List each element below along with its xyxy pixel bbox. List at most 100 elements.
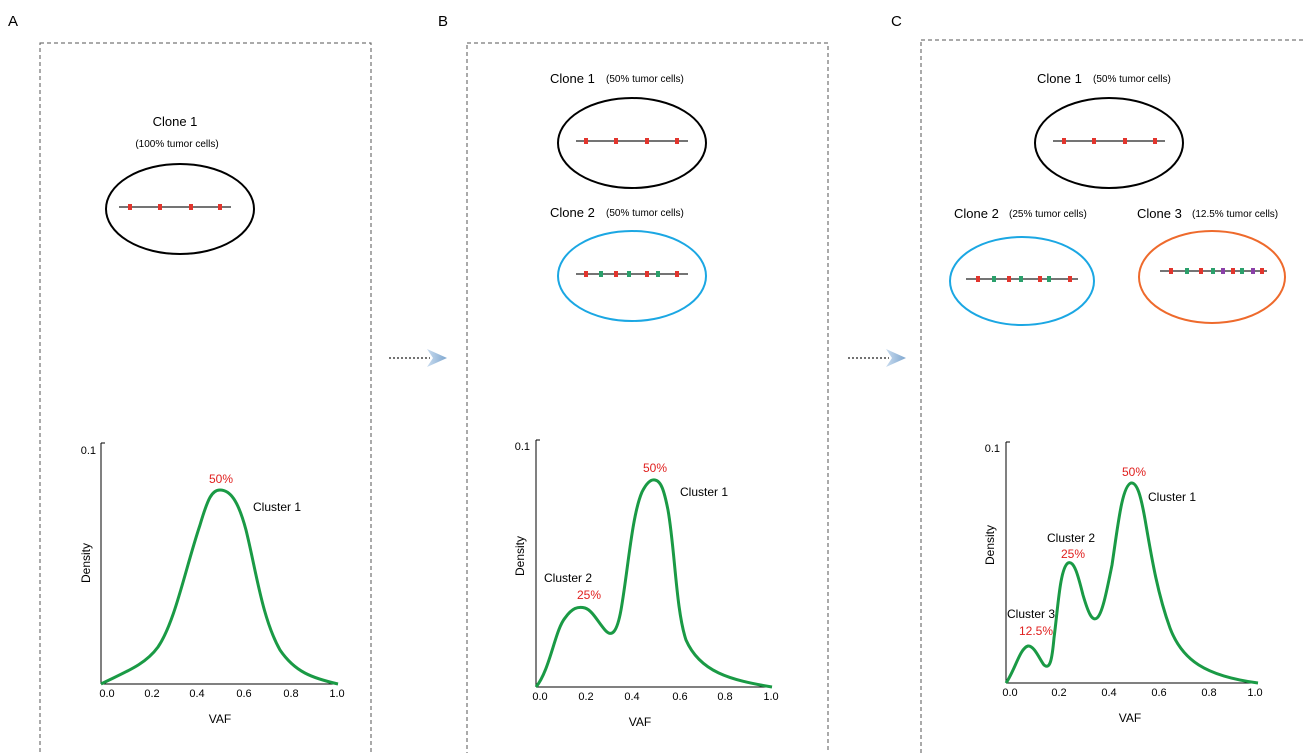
x-axis-title: VAF [209, 712, 231, 726]
mutation-mark [1240, 268, 1244, 274]
cluster-2-label: Cluster 2 [544, 571, 592, 585]
mutation-mark [1038, 276, 1042, 282]
mutation-mark [1068, 276, 1072, 282]
x-axis-title: VAF [1119, 711, 1141, 725]
clone-1-cell [557, 97, 707, 189]
cluster-2-label: Cluster 2 [1047, 531, 1095, 545]
mutation-mark [976, 276, 980, 282]
x-tick: 0.8 [283, 688, 298, 700]
x-tick: 0.4 [624, 691, 639, 703]
x-tick: 0.4 [189, 688, 204, 700]
mutation-mark [1153, 138, 1157, 144]
progression-arrow-2 [848, 349, 906, 367]
clone-3-cells: (12.5% tumor cells) [1192, 209, 1278, 220]
cluster-3-label: Cluster 3 [1007, 607, 1055, 621]
clone-1-name: Clone 1 [153, 114, 198, 129]
clone-1-name: Clone 1 [550, 71, 595, 86]
y-axis-title: Density [79, 543, 93, 583]
clone-2-name: Clone 2 [954, 206, 999, 221]
clone-1-chromosome [576, 138, 688, 144]
clone-1-cells: (100% tumor cells) [135, 139, 218, 150]
mutation-mark [675, 138, 679, 144]
x-tick: 1.0 [763, 691, 778, 703]
mutation-mark [645, 271, 649, 277]
clone-1-cell [1034, 97, 1184, 189]
density-curve [1004, 481, 1259, 685]
x-tick: 0.6 [672, 691, 687, 703]
clone-1-name: Clone 1 [1037, 71, 1082, 86]
clone-2-name: Clone 2 [550, 205, 595, 220]
x-tick: 0.2 [144, 688, 159, 700]
y-axis-title: Density [513, 536, 527, 576]
mutation-mark [218, 204, 222, 210]
mutation-mark [584, 271, 588, 277]
cluster-1-percent: 50% [643, 461, 667, 475]
mutation-mark [1231, 268, 1235, 274]
panel-letter-b: B [438, 13, 448, 30]
cluster-1-percent: 50% [209, 472, 233, 486]
density-plot-a: 0.1 0.0 0.2 0.4 0.6 0.8 1.0 VAF Density … [79, 442, 345, 726]
x-tick: 0.8 [717, 691, 732, 703]
mutation-mark [128, 204, 132, 210]
cluster-1-label: Cluster 1 [1148, 490, 1196, 504]
x-tick: 0.0 [532, 691, 547, 703]
mutation-mark [1169, 268, 1173, 274]
mutation-mark [599, 271, 603, 277]
cluster-1-percent: 50% [1122, 465, 1146, 479]
x-axis-title: VAF [629, 715, 651, 729]
mutation-mark [1007, 276, 1011, 282]
clone-2-chromosome [966, 276, 1078, 282]
mutation-mark [1019, 276, 1023, 282]
mutation-mark [1221, 268, 1225, 274]
mutation-mark [189, 204, 193, 210]
panel-c-border [920, 39, 1305, 753]
panel-b: B Clone 1 (50% tumor cells) Clone 2 (50%… [438, 13, 829, 753]
mutation-mark [1062, 138, 1066, 144]
arrow-head-icon [886, 349, 906, 367]
mutation-mark [656, 271, 660, 277]
clone-1-cells: (50% tumor cells) [1093, 74, 1171, 85]
panel-b-border [466, 42, 829, 753]
x-tick: 1.0 [329, 688, 344, 700]
mutation-mark [675, 271, 679, 277]
mutation-mark [645, 138, 649, 144]
x-tick: 0.0 [99, 688, 114, 700]
mutation-mark [1047, 276, 1051, 282]
x-tick: 0.2 [578, 691, 593, 703]
clone-1-chromosome [1053, 138, 1165, 144]
x-tick: 0.0 [1002, 687, 1017, 699]
clone-1-cells: (50% tumor cells) [606, 74, 684, 85]
mutation-mark [1199, 268, 1203, 274]
panel-a: A Clone 1 (100% tumor cells) 0.1 0.0 0.2… [8, 13, 372, 753]
mutation-mark [1092, 138, 1096, 144]
clone-2-cells: (50% tumor cells) [606, 208, 684, 219]
x-tick: 1.0 [1247, 687, 1262, 699]
y-tick-top: 0.1 [81, 445, 96, 457]
arrow-head-icon [427, 349, 447, 367]
mutation-mark [158, 204, 162, 210]
x-tick: 0.4 [1101, 687, 1116, 699]
clone-3-cell [1138, 230, 1286, 324]
density-plot-b: 0.1 0.0 0.2 0.4 0.6 0.8 1.0 VAF Density … [513, 439, 779, 729]
clone-1-chromosome [119, 204, 231, 210]
x-tick: 0.8 [1201, 687, 1216, 699]
clone-3-name: Clone 3 [1137, 206, 1182, 221]
mutation-mark [614, 271, 618, 277]
progression-arrow-1 [389, 349, 447, 367]
mutation-mark [627, 271, 631, 277]
mutation-mark [1185, 268, 1189, 274]
mutation-mark [584, 138, 588, 144]
clone-3-chromosome [1160, 268, 1267, 274]
density-curve [100, 488, 339, 686]
cluster-2-percent: 25% [1061, 547, 1085, 561]
mutation-mark [992, 276, 996, 282]
clone-1-cell [105, 163, 255, 255]
density-curve [534, 478, 773, 689]
density-plot-c: 0.1 0.0 0.2 0.4 0.6 0.8 1.0 VAF Density … [983, 441, 1263, 725]
mutation-mark [614, 138, 618, 144]
y-axis-title: Density [983, 525, 997, 565]
cluster-2-percent: 25% [577, 588, 601, 602]
mutation-mark [1123, 138, 1127, 144]
clone-2-cell [557, 230, 707, 322]
